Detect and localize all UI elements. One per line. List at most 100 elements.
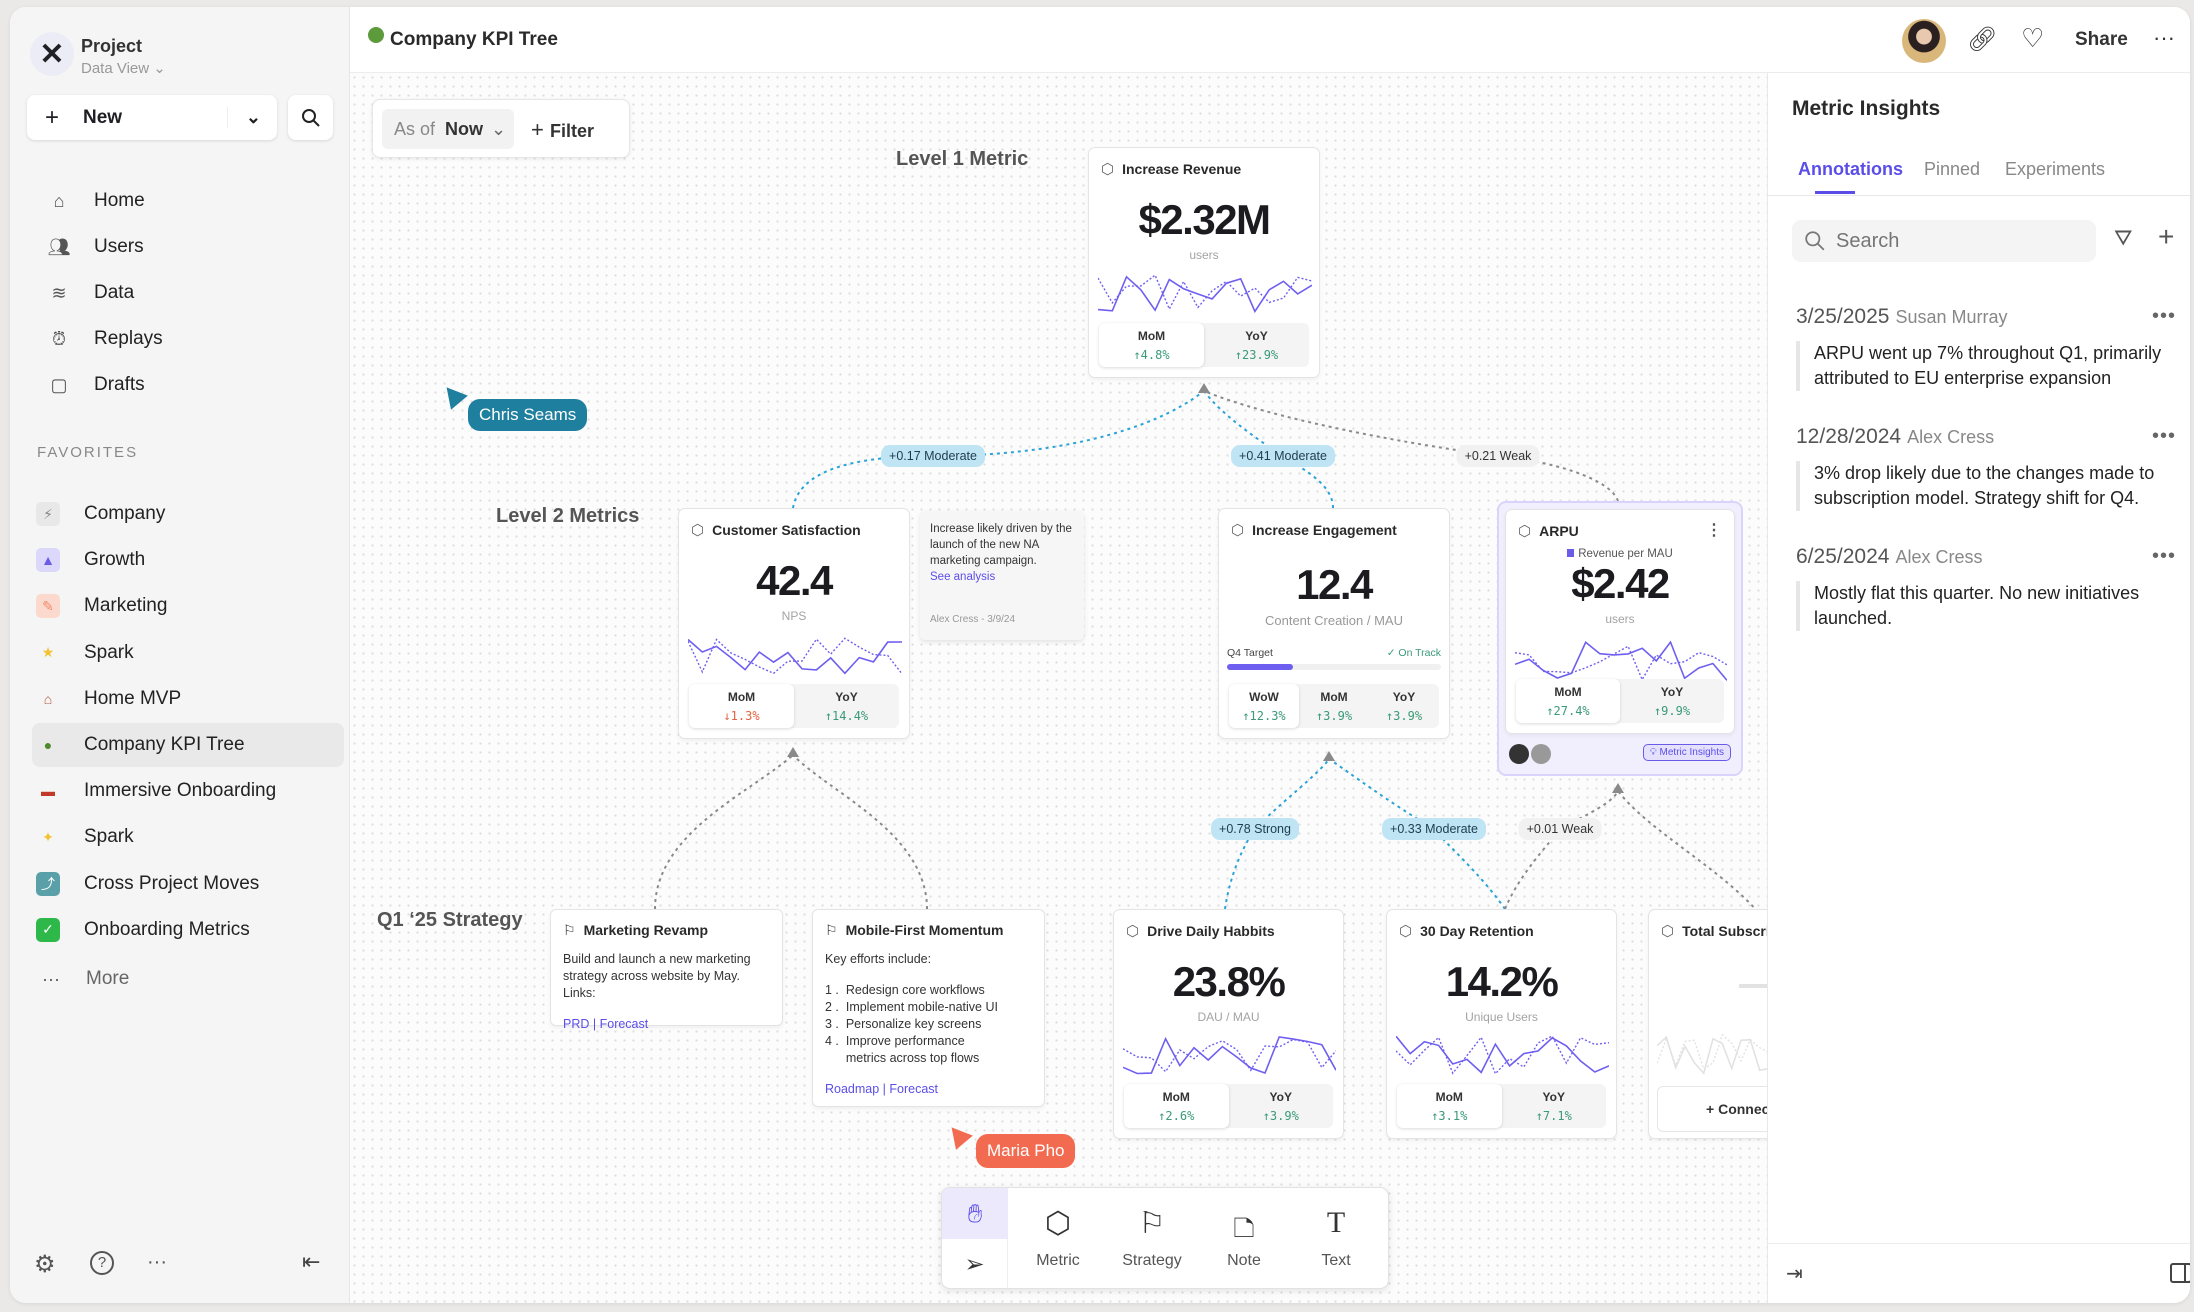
annotation-item[interactable]: 12/28/2024 Alex Cress ••• 3% drop likely du… (1796, 425, 2176, 511)
favorite-item-marketing[interactable]: ✎ Marketing (32, 584, 344, 628)
stat-mom: MoM ↓1.3% (689, 684, 794, 728)
roadmap-link[interactable]: Roadmap (825, 1082, 880, 1096)
search-icon (301, 108, 320, 127)
plus-icon: + (45, 103, 60, 131)
annotation-search[interactable] (1792, 220, 2096, 262)
connection-label[interactable]: +0.33 Moderate (1382, 818, 1486, 840)
tree-icon: ● (43, 737, 53, 753)
sidebar-item-home[interactable]: ⌂ Home (32, 179, 344, 223)
connector-line[interactable] (1504, 790, 1619, 910)
metric-card-customer-satisfaction[interactable]: ⬡ Customer Satisfaction 42.4 NPS MoM ↓1.3% YoY… (678, 508, 910, 739)
avatar[interactable] (1509, 744, 1529, 764)
filter-icon[interactable]: ⛛ (2114, 225, 2133, 250)
tab-annotations[interactable]: Annotations (1798, 159, 1903, 179)
search-input[interactable] (1836, 229, 2076, 253)
favorite-item-spark[interactable]: ✦ Spark (32, 815, 344, 859)
metric-card-30-day-retention[interactable]: ⬡ 30 Day Retention 14.2% Unique Users MoM ↑3.… (1386, 909, 1617, 1139)
sidebar-item-replays[interactable]: ⏰︎ Replays (32, 317, 344, 361)
new-button[interactable]: + New ⌄ (27, 95, 277, 140)
user-avatar[interactable] (1902, 19, 1946, 63)
annotation-more-icon[interactable]: ••• (2151, 305, 2176, 327)
favorite-item-immersive-onboarding[interactable]: ▬ Immersive Onboarding (32, 769, 344, 813)
tab-experiments[interactable]: Experiments (2005, 159, 2106, 179)
favorite-item-company-kpi-tree[interactable]: ● Company KPI Tree (32, 723, 344, 767)
favorite-item-company[interactable]: ⚡︎ Company (32, 492, 344, 536)
metric-card-increase-revenue[interactable]: ⬡ Increase Revenue $2.32M users MoM ↑4.8% YoY ↑… (1088, 147, 1320, 378)
hand-tool[interactable]: ✋︎ (942, 1188, 1008, 1239)
tab-pinned[interactable]: Pinned (1924, 159, 1981, 179)
note-tool[interactable]: 🗅 Note (1200, 1188, 1288, 1288)
add-annotation-icon[interactable]: + (2158, 221, 2175, 252)
forecast-link[interactable]: Forecast (599, 1017, 649, 1031)
favorite-item-growth[interactable]: ▲ Growth (32, 538, 344, 582)
collapse-sidebar-icon[interactable]: ⇤ (302, 1249, 321, 1274)
panel-layout-icon[interactable] (2170, 1263, 2190, 1283)
connection-label[interactable]: +0.41 Moderate (1231, 445, 1335, 467)
search-button[interactable] (288, 95, 333, 140)
heart-icon[interactable]: ♡ (2021, 23, 2045, 53)
more-icon[interactable]: ··· (2153, 25, 2175, 50)
sidebar-more[interactable]: ··· More (32, 957, 344, 1001)
text-tool[interactable]: T Text (1292, 1188, 1380, 1288)
metric-card-drive-daily-habbits[interactable]: ⬡ Drive Daily Habbits 23.8% DAU / MAU MoM ↑2.… (1113, 909, 1344, 1139)
annotation-date: 12/28/2024 (1796, 425, 1902, 448)
sidebar: ✕ Project Data View ⌄ + New ⌄ ⌂ Home 👥︎ Use… (10, 7, 350, 1303)
app-logo[interactable]: ✕ (30, 32, 74, 76)
page-title[interactable]: Company KPI Tree (390, 29, 558, 50)
connector-line[interactable] (1203, 390, 1334, 509)
new-dropdown-chevron-icon[interactable]: ⌄ (226, 107, 277, 128)
note-card[interactable]: Increase likely driven by the launch of … (920, 511, 1084, 640)
metric-card-increase-engagement[interactable]: ⬡ Increase Engagement 12.4 Content Creation… (1218, 508, 1450, 739)
connector-line[interactable] (792, 390, 1205, 509)
project-name[interactable]: Project (81, 36, 143, 56)
filter-button[interactable]: + Filter (531, 117, 594, 143)
select-tool[interactable]: ➢ (942, 1239, 1008, 1288)
help-icon[interactable]: ? (90, 1251, 114, 1275)
collaborator-label-maria: Maria Pho (976, 1134, 1076, 1168)
connection-label[interactable]: +0.78 Strong (1211, 818, 1299, 840)
connect-button[interactable]: + Connec (1657, 1086, 1767, 1132)
stat-value: ↑3.9% (1262, 1109, 1299, 1123)
connection-label[interactable]: +0.21 Weak (1456, 445, 1540, 467)
kpi-tree-canvas[interactable]: As of Now ⌄ + Filter Level 1 Metric Leve… (350, 73, 1767, 1303)
forecast-link[interactable]: Forecast (889, 1082, 939, 1096)
metric-card-total-subscript[interactable]: ⬡ Total Subscript + Connec (1648, 909, 1767, 1139)
strategy-tool[interactable]: ⚐ Strategy (1108, 1188, 1196, 1288)
sidebar-item-users[interactable]: 👥︎ Users (32, 225, 344, 269)
strategy-card-marketing-revamp[interactable]: ⚐ Marketing Revamp Build and launch a new… (550, 909, 783, 1031)
favorite-item-onboarding-metrics[interactable]: ✓ Onboarding Metrics (32, 908, 344, 952)
metric-tool[interactable]: ⬡ Metric (1014, 1188, 1102, 1288)
as-of-dropdown[interactable]: As of Now ⌄ (382, 109, 514, 149)
connection-label[interactable]: +0.17 Moderate (881, 445, 985, 467)
connection-label[interactable]: +0.01 Weak (1518, 818, 1602, 840)
avatar[interactable] (1531, 744, 1551, 764)
more-options-icon[interactable]: ··· (147, 1251, 167, 1273)
favorite-item-cross-project-moves[interactable]: ⤴ Cross Project Moves (32, 862, 344, 906)
arpu-selected-frame[interactable]: 💡︎ Metric Insights ⬡ ARPU ⋮ Revenue per MAU $… (1497, 501, 1743, 776)
share-button[interactable]: Share (2075, 29, 2128, 50)
metric-card-arpu[interactable]: ⬡ ARPU ⋮ Revenue per MAU $2.42 users MoM ↑27.4%… (1505, 509, 1735, 734)
link-icon[interactable]: 🔗︎ (1967, 26, 1998, 53)
level-1-label: Level 1 Metric (896, 148, 1029, 170)
annotation-more-icon[interactable]: ••• (2151, 545, 2176, 567)
annotation-item[interactable]: 3/25/2025 Susan Murray ••• ARPU went up 7% … (1796, 305, 2176, 391)
sidebar-item-drafts[interactable]: ▢ Drafts (32, 363, 344, 407)
strategy-card-mobile-first[interactable]: ⚐ Mobile-First Momentum Key efforts inclu… (812, 909, 1045, 1107)
hexagon-icon: ⬡ (1231, 522, 1245, 539)
annotation-item[interactable]: 6/25/2024 Alex Cress ••• Mostly flat this q… (1796, 545, 2176, 631)
connector-line[interactable] (654, 754, 794, 910)
collapse-panel-icon[interactable]: ⇥ (1786, 1263, 1803, 1285)
sidebar-item-data[interactable]: ≋ Data (32, 271, 344, 315)
see-analysis-link[interactable]: See analysis (930, 571, 996, 583)
connector-line[interactable] (1617, 790, 1767, 924)
favorite-item-spark[interactable]: ★ Spark (32, 631, 344, 675)
view-switcher[interactable]: Data View ⌄ (81, 59, 166, 77)
prd-link[interactable]: PRD (563, 1017, 590, 1031)
annotation-more-icon[interactable]: ••• (2151, 425, 2176, 447)
favorite-item-home-mvp[interactable]: ⌂ Home MVP (32, 677, 344, 721)
metric-insights-badge[interactable]: 💡︎ Metric Insights (1642, 744, 1731, 761)
settings-icon[interactable]: ⚙ (34, 1251, 56, 1278)
tool-label: Strategy (1122, 1252, 1182, 1269)
arpu-menu-icon[interactable]: ⋮ (1706, 522, 1722, 539)
connector-line[interactable] (792, 754, 928, 910)
